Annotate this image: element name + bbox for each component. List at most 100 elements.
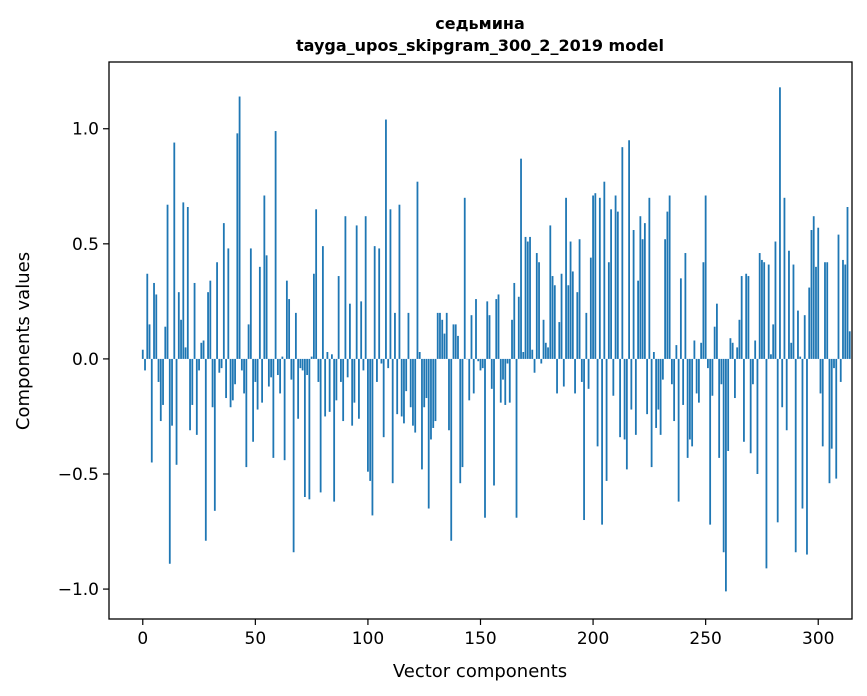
bar-87 <box>337 276 340 359</box>
bar-160 <box>502 358 504 380</box>
bar-284 <box>781 358 784 408</box>
bar-161 <box>504 358 507 405</box>
bar-306 <box>830 358 833 449</box>
bar-219 <box>634 358 637 435</box>
bar-297 <box>810 230 813 359</box>
bar-285 <box>783 197 786 359</box>
bar-110 <box>389 209 392 359</box>
bar-266 <box>740 276 743 359</box>
bar-242 <box>686 358 689 458</box>
chart-title: седьмина <box>435 14 525 33</box>
bar-113 <box>396 358 399 415</box>
bar-104 <box>376 358 378 382</box>
bar-194 <box>578 239 581 359</box>
bar-212 <box>619 358 621 438</box>
bar-229 <box>657 358 660 410</box>
bar-265 <box>738 319 741 359</box>
bar-122 <box>416 181 419 359</box>
bar-294 <box>803 315 806 359</box>
bar-240 <box>682 358 685 405</box>
bar-43 <box>238 96 241 359</box>
bar-8 <box>159 358 162 422</box>
bar-216 <box>628 140 630 359</box>
bar-236 <box>673 358 676 422</box>
bar-232 <box>664 239 667 359</box>
bar-287 <box>788 250 790 359</box>
y-axis-ticks: −1.0 −0.5 0.0 0.5 1.0 <box>58 120 109 600</box>
bar-91 <box>346 358 349 378</box>
bar-3 <box>148 324 151 359</box>
bar-305 <box>828 358 831 484</box>
bar-178 <box>542 319 545 359</box>
bar-279 <box>770 354 772 359</box>
bar-22 <box>191 358 194 405</box>
bar-171 <box>526 241 529 359</box>
bar-124 <box>421 358 423 470</box>
bar-36 <box>222 223 225 359</box>
bar-152 <box>484 358 486 518</box>
bar-252 <box>709 358 712 525</box>
bar-80 <box>321 246 324 359</box>
bar-166 <box>515 358 518 518</box>
bar-246 <box>695 358 698 394</box>
bar-304 <box>826 262 829 359</box>
bar-248 <box>700 342 703 359</box>
bar-154 <box>488 315 491 359</box>
bar-48 <box>249 248 252 359</box>
bar-106 <box>380 358 383 364</box>
x-tick-label: 250 <box>689 629 721 649</box>
bar-168 <box>520 158 522 359</box>
bar-63 <box>283 358 286 461</box>
bar-308 <box>835 358 838 479</box>
bar-271 <box>752 358 754 385</box>
bar-102 <box>371 358 374 516</box>
bar-85 <box>333 358 336 502</box>
bar-286 <box>785 358 788 431</box>
bar-201 <box>594 193 597 359</box>
bar-289 <box>792 264 795 359</box>
bar-26 <box>200 342 203 359</box>
bar-215 <box>625 358 628 470</box>
bar-230 <box>659 358 662 435</box>
bar-164 <box>511 319 513 359</box>
bar-61 <box>279 358 282 394</box>
bar-52 <box>258 266 261 359</box>
bar-119 <box>409 358 412 408</box>
bar-81 <box>324 358 327 417</box>
bar-176 <box>538 262 540 359</box>
bar-251 <box>707 358 709 369</box>
bar-209 <box>612 358 615 396</box>
bar-11 <box>166 204 169 359</box>
bar-204 <box>601 358 603 525</box>
bar-115 <box>400 358 403 417</box>
bar-74 <box>308 358 311 500</box>
bar-132 <box>439 312 441 359</box>
bar-243 <box>688 358 691 440</box>
bar-213 <box>621 147 624 359</box>
bar-14 <box>173 142 176 359</box>
bar-191 <box>571 271 574 359</box>
bar-19 <box>184 347 187 359</box>
bar-71 <box>301 358 304 371</box>
bar-237 <box>675 345 678 359</box>
bar-193 <box>576 292 579 359</box>
bar-217 <box>630 358 633 410</box>
bar-31 <box>211 358 214 408</box>
bar-58 <box>272 358 275 458</box>
bar-134 <box>443 333 446 359</box>
bar-140 <box>457 335 459 359</box>
bar-296 <box>808 287 811 359</box>
bar-57 <box>270 358 273 378</box>
bar-44 <box>240 358 243 371</box>
bar-200 <box>592 195 594 359</box>
bar-307 <box>833 358 835 369</box>
bar-181 <box>549 225 552 359</box>
bar-16 <box>177 292 180 359</box>
y-tick-label: −0.5 <box>58 465 99 485</box>
bar-222 <box>641 239 644 359</box>
bar-101 <box>369 358 372 481</box>
bar-208 <box>610 209 612 359</box>
bar-67 <box>292 358 295 553</box>
y-tick-label: 0.5 <box>72 235 99 255</box>
